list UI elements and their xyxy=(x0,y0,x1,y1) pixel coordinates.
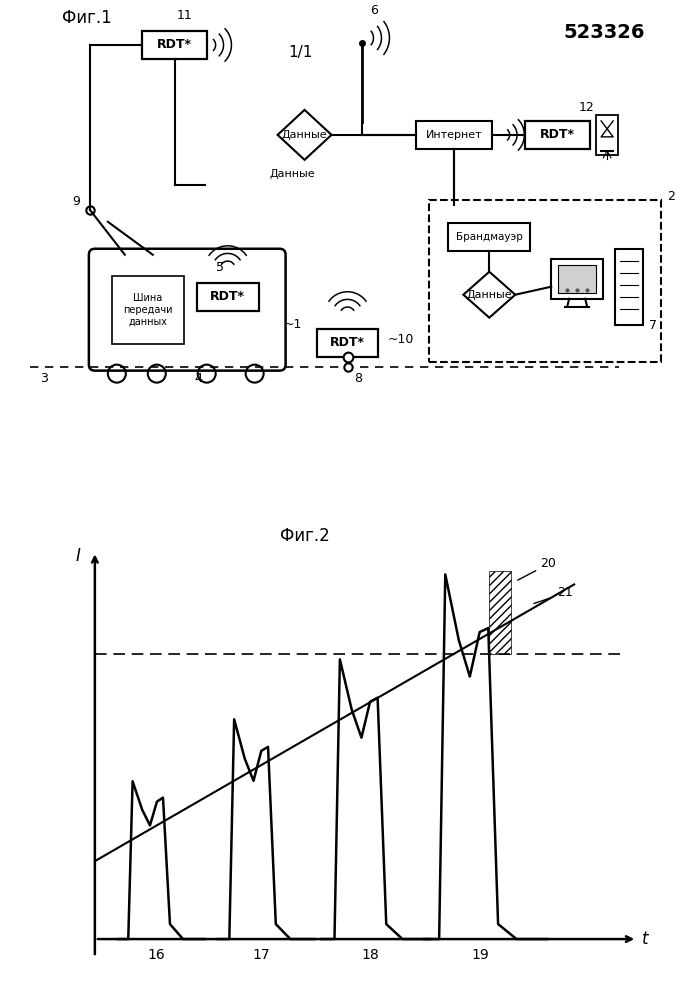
Text: Брандмауэр: Брандмауэр xyxy=(456,232,523,242)
Text: 1/1: 1/1 xyxy=(289,45,312,60)
Text: RDT*: RDT* xyxy=(540,128,575,142)
FancyBboxPatch shape xyxy=(317,329,378,357)
Text: 16: 16 xyxy=(147,948,165,962)
Text: RDT*: RDT* xyxy=(330,336,365,350)
Text: 19: 19 xyxy=(472,948,490,962)
Text: 17: 17 xyxy=(252,948,270,962)
Text: 12: 12 xyxy=(579,101,595,114)
Text: 2: 2 xyxy=(667,190,675,203)
Text: ~1: ~1 xyxy=(284,318,302,331)
Text: ~10: ~10 xyxy=(387,333,414,346)
Text: 21: 21 xyxy=(557,586,573,599)
Polygon shape xyxy=(463,272,515,318)
Text: 3: 3 xyxy=(40,372,48,385)
Text: 5: 5 xyxy=(216,261,224,274)
Text: RDT*: RDT* xyxy=(157,38,192,52)
FancyBboxPatch shape xyxy=(89,249,286,371)
Text: 20: 20 xyxy=(540,557,556,570)
Text: 7: 7 xyxy=(649,319,657,332)
Text: 4: 4 xyxy=(195,372,203,385)
FancyBboxPatch shape xyxy=(552,259,603,299)
FancyBboxPatch shape xyxy=(196,283,259,311)
Polygon shape xyxy=(278,110,331,160)
Text: Шина
передачи
данных: Шина передачи данных xyxy=(123,293,173,327)
Text: RDT*: RDT* xyxy=(210,290,245,304)
Text: 523326: 523326 xyxy=(564,23,645,42)
Text: Данные: Данные xyxy=(466,290,512,300)
Text: Данные: Данные xyxy=(282,130,327,140)
Text: I: I xyxy=(76,547,81,565)
Text: 9: 9 xyxy=(72,195,80,208)
Text: t: t xyxy=(642,930,649,948)
FancyBboxPatch shape xyxy=(615,249,643,325)
FancyBboxPatch shape xyxy=(559,265,596,293)
Text: 18: 18 xyxy=(361,948,380,962)
Text: 6: 6 xyxy=(370,4,378,17)
Text: 11: 11 xyxy=(177,9,192,22)
Text: 8: 8 xyxy=(354,372,363,385)
Text: Данные: Данные xyxy=(270,169,315,179)
Text: Фиг.2: Фиг.2 xyxy=(280,527,329,545)
FancyBboxPatch shape xyxy=(448,223,531,251)
FancyBboxPatch shape xyxy=(112,276,184,344)
FancyBboxPatch shape xyxy=(429,200,661,362)
Text: Фиг.1: Фиг.1 xyxy=(62,9,112,27)
FancyBboxPatch shape xyxy=(596,115,618,155)
FancyBboxPatch shape xyxy=(417,121,492,149)
Text: Интернет: Интернет xyxy=(426,130,483,140)
FancyBboxPatch shape xyxy=(525,121,590,149)
FancyBboxPatch shape xyxy=(143,31,207,59)
